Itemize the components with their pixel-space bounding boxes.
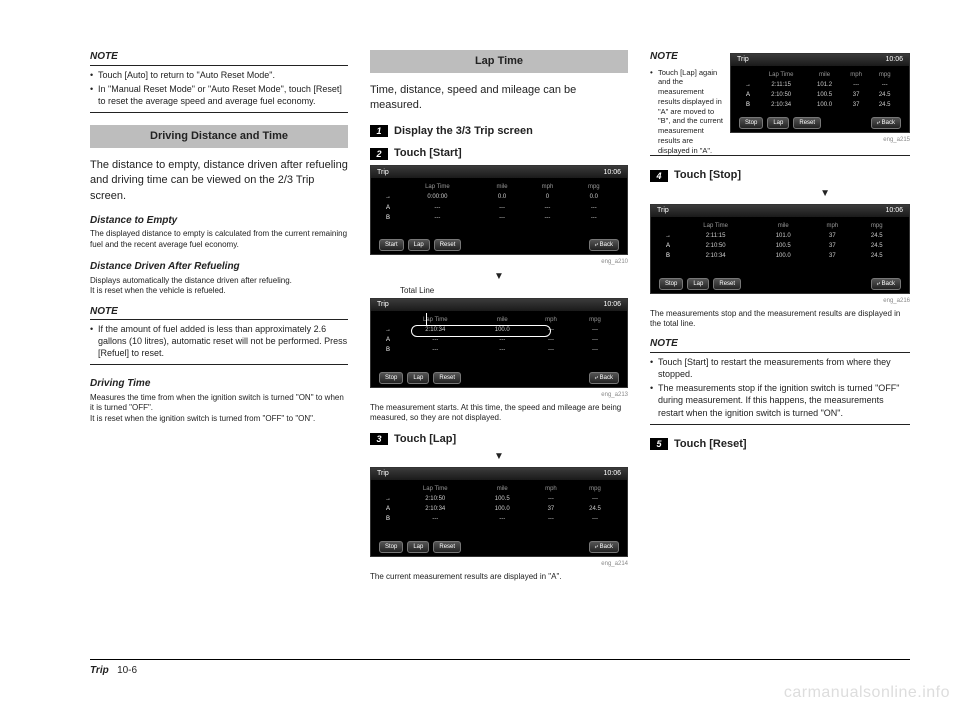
trip-screen: Trip10:06 Lap Timemilemphmpg →0:00:000.0… — [370, 165, 628, 255]
note-bullet: •In "Manual Reset Mode" or "Auto Reset M… — [90, 83, 348, 107]
subheading: Distance Driven After Refueling — [90, 260, 348, 274]
note-bullet: •Touch [Auto] to return to "Auto Reset M… — [90, 69, 348, 81]
note-with-image: NOTE •Touch [Lap] again and the measurem… — [650, 50, 910, 157]
note-heading: NOTE — [90, 305, 348, 321]
note-heading: NOTE — [90, 50, 348, 66]
trip-screen: Trip10:06 Lap Timemilemphmpg →2:10:50100… — [370, 467, 628, 557]
body-text: It is reset when the vehicle is refueled… — [90, 286, 348, 296]
column-3: NOTE •Touch [Lap] again and the measurem… — [650, 50, 910, 582]
image-ref: eng_a216 — [650, 297, 910, 305]
step-label: Display the 3/3 Trip screen — [394, 124, 533, 139]
step-number-icon: 4 — [650, 170, 668, 182]
step-number-icon: 2 — [370, 148, 388, 160]
body-text: The distance to empty, distance driven a… — [90, 158, 348, 204]
section-heading: Lap Time — [370, 50, 628, 73]
note-bullet: •The measurements stop if the ignition s… — [650, 382, 910, 418]
watermark: carmanualsonline.info — [784, 684, 950, 702]
step-label: Touch [Stop] — [674, 168, 741, 183]
note-heading: NOTE — [650, 50, 725, 65]
column-2: Lap Time Time, distance, speed and milea… — [370, 50, 628, 582]
step-number-icon: 1 — [370, 125, 388, 137]
image-ref: eng_a210 — [370, 258, 628, 266]
step: 2 Touch [Start] — [370, 146, 628, 161]
trip-screen: Trip10:06 Lap Timemilemphmpg →2:11:15101… — [730, 53, 910, 133]
body-text: The measurements stop and the measuremen… — [650, 309, 910, 330]
step: 1 Display the 3/3 Trip screen — [370, 124, 628, 139]
step-label: Touch [Reset] — [674, 437, 747, 452]
arrow-down-icon: ▼ — [370, 450, 628, 464]
image-ref: eng_a215 — [730, 136, 910, 144]
body-text: The measurement starts. At this time, th… — [370, 403, 628, 424]
step-number-icon: 5 — [650, 438, 668, 450]
rule — [90, 112, 348, 113]
trip-screen: Trip10:06 Lap Timemilemphmpg →2:10:34100… — [370, 298, 628, 388]
column-1: NOTE •Touch [Auto] to return to "Auto Re… — [90, 50, 348, 582]
subheading: Distance to Empty — [90, 214, 348, 228]
note-bullet: •Touch [Start] to restart the measuremen… — [650, 356, 910, 380]
rule — [650, 424, 910, 425]
footer-page: 10-6 — [117, 665, 137, 676]
manual-page: NOTE •Touch [Auto] to return to "Auto Re… — [0, 0, 960, 602]
body-text: Measures the time from when the ignition… — [90, 393, 348, 414]
page-footer: Trip 10-6 — [90, 659, 910, 678]
body-text: Displays automatically the distance driv… — [90, 276, 348, 286]
trip-screen: Trip10:06 Lap Timemilemphmpg →2:11:15101… — [650, 204, 910, 294]
step-label: Touch [Start] — [394, 146, 462, 161]
step: 3 Touch [Lap] — [370, 432, 628, 447]
body-text: The displayed distance to empty is calcu… — [90, 229, 348, 250]
note-bullet: •Touch [Lap] again and the measurement r… — [650, 68, 725, 156]
body-text: It is reset when the ignition switch is … — [90, 414, 348, 424]
section-heading: Driving Distance and Time — [90, 125, 348, 148]
footer-section: Trip — [90, 665, 109, 676]
rule — [90, 364, 348, 365]
callout-label: Total Line — [400, 286, 628, 297]
step: 5 Touch [Reset] — [650, 437, 910, 452]
note-heading: NOTE — [650, 337, 910, 353]
arrow-down-icon: ▼ — [370, 270, 628, 284]
image-ref: eng_a213 — [370, 391, 628, 399]
note-bullet: •If the amount of fuel added is less tha… — [90, 323, 348, 359]
step-label: Touch [Lap] — [394, 432, 456, 447]
step: 4 Touch [Stop] — [650, 168, 910, 183]
arrow-down-icon: ▼ — [650, 187, 830, 201]
body-text: The current measurement results are disp… — [370, 572, 628, 582]
image-ref: eng_a214 — [370, 560, 628, 568]
subheading: Driving Time — [90, 377, 348, 391]
step-number-icon: 3 — [370, 433, 388, 445]
body-text: Time, distance, speed and mileage can be… — [370, 83, 628, 114]
